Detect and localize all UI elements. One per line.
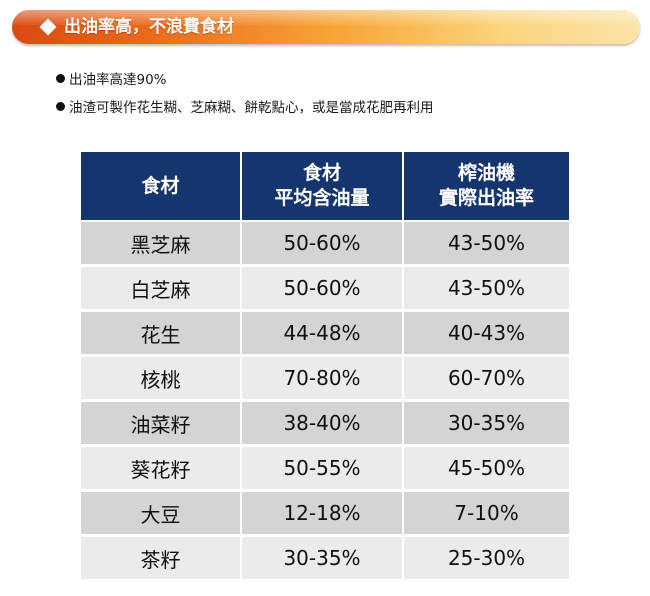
- cell-average-oil-content: 50-55%: [242, 447, 404, 489]
- cell-ingredient: 大豆: [81, 492, 242, 534]
- bullet-dot-icon: [56, 73, 65, 83]
- cell-ingredient: 葵花籽: [81, 447, 242, 489]
- table-row: 大豆 12-18% 7-10%: [81, 492, 569, 534]
- table-row: 茶籽 30-35% 25-30%: [81, 537, 569, 579]
- cell-average-oil-content: 12-18%: [242, 492, 404, 534]
- header-label: 食材: [141, 174, 180, 197]
- bullet-dot-icon: [56, 101, 65, 111]
- cell-ingredient: 茶籽: [81, 537, 242, 579]
- cell-actual-yield: 43-50%: [404, 222, 569, 264]
- bullet-list: 出油率高達90% 油渣可製作花生糊、芝麻糊、餅乾點心，或是當成花肥再利用: [56, 68, 636, 124]
- table-row: 核桃 70-80% 60-70%: [81, 357, 569, 399]
- banner-title: 出油率高，不浪費食材: [64, 17, 234, 37]
- header-label: 食材: [302, 162, 341, 184]
- bullet-item: 出油率高達90%: [56, 68, 636, 88]
- table-row: 油菜籽 38-40% 30-35%: [81, 402, 569, 444]
- cell-average-oil-content: 44-48%: [242, 312, 404, 354]
- bullet-text: 油渣可製作花生糊、芝麻糊、餅乾點心，或是當成花肥再利用: [69, 100, 434, 116]
- cell-actual-yield: 25-30%: [404, 537, 569, 579]
- cell-actual-yield: 7-10%: [404, 492, 569, 534]
- table-row: 葵花籽 50-55% 45-50%: [81, 447, 569, 489]
- oil-yield-table-header: 食材 食材 平均含油量 榨油機 實際出油率: [81, 152, 569, 220]
- cell-ingredient: 黑芝麻: [81, 222, 242, 264]
- bullet-text: 出油率高達90%: [69, 72, 167, 88]
- header-label: 實際出油率: [438, 187, 534, 209]
- cell-actual-yield: 30-35%: [404, 402, 569, 444]
- cell-average-oil-content: 50-60%: [242, 267, 404, 309]
- table-row: 花生 44-48% 40-43%: [81, 312, 569, 354]
- cell-actual-yield: 60-70%: [404, 357, 569, 399]
- cell-actual-yield: 43-50%: [404, 267, 569, 309]
- cell-ingredient: 白芝麻: [81, 267, 242, 309]
- header-label: 榨油機: [457, 162, 515, 184]
- cell-average-oil-content: 50-60%: [242, 222, 404, 264]
- header-label: 平均含油量: [274, 187, 370, 209]
- cell-ingredient: 花生: [81, 312, 242, 354]
- cell-actual-yield: 40-43%: [404, 312, 569, 354]
- bullet-item: 油渣可製作花生糊、芝麻糊、餅乾點心，或是當成花肥再利用: [56, 96, 636, 116]
- oil-yield-table-body: 黑芝麻 50-60% 43-50% 白芝麻 50-60% 43-50% 花生 44-48% 40…: [81, 222, 569, 582]
- table-row: 黑芝麻 50-60% 43-50%: [81, 222, 569, 264]
- cell-ingredient: 油菜籽: [81, 402, 242, 444]
- section-banner: 出油率高，不浪費食材: [12, 10, 640, 44]
- diamond-icon: [39, 18, 57, 36]
- header-ingredient: 食材: [81, 152, 242, 220]
- cell-average-oil-content: 30-35%: [242, 537, 404, 579]
- cell-actual-yield: 45-50%: [404, 447, 569, 489]
- cell-average-oil-content: 70-80%: [242, 357, 404, 399]
- cell-average-oil-content: 38-40%: [242, 402, 404, 444]
- cell-ingredient: 核桃: [81, 357, 242, 399]
- header-actual-yield: 榨油機 實際出油率: [404, 152, 569, 220]
- table-row: 白芝麻 50-60% 43-50%: [81, 267, 569, 309]
- header-average-oil-content: 食材 平均含油量: [242, 152, 404, 220]
